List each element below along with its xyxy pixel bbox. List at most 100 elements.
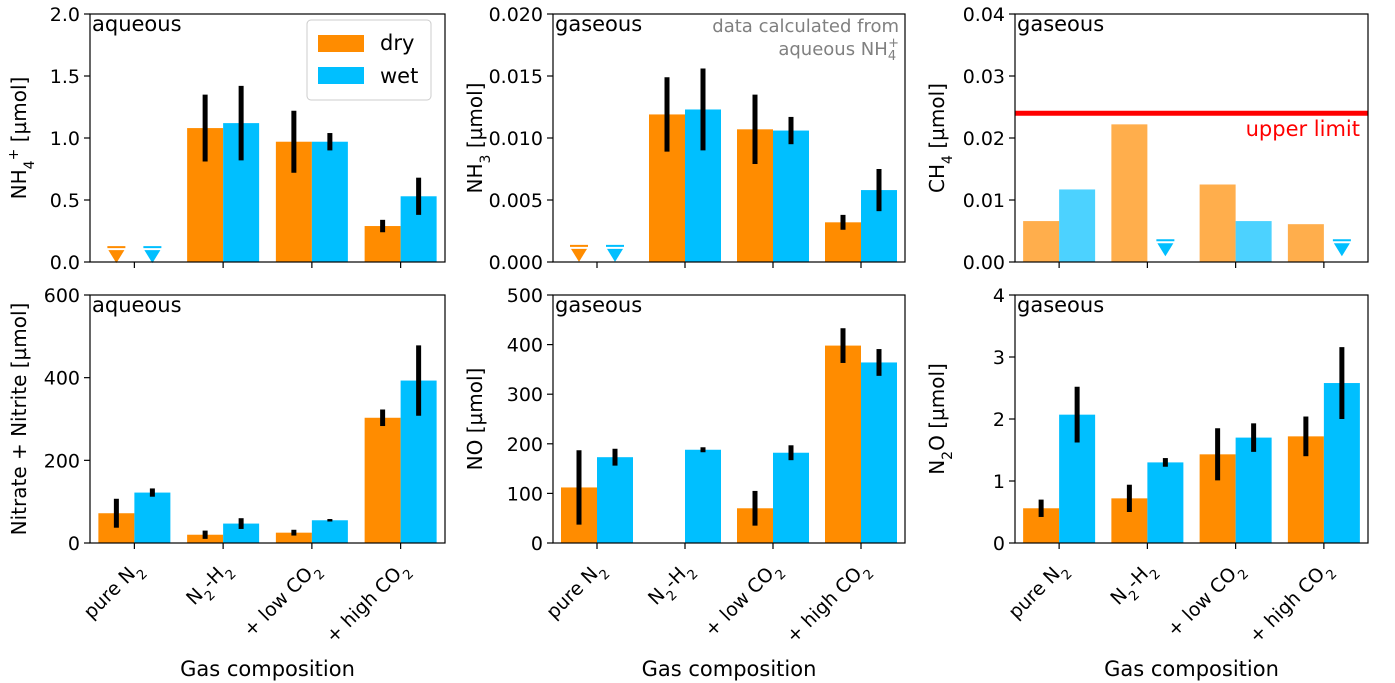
bar-nh4-wet-2 [311,141,348,262]
limit-marker-nh4-wet-0 [144,250,161,264]
ytick-label: 1.0 [50,128,80,150]
bar-ch4-dry-1 [1111,124,1148,262]
panel-no: 0 100 200 300 400 500 gaseous NO [µmol] pure N2 N… [463,285,906,681]
ylabel-no: NO [µmol] [463,368,487,471]
ytick-label: 0.015 [489,66,543,88]
legend-label-wet: wet [380,64,418,88]
limit-marker-nh4-dry-0 [108,250,125,264]
ytick-label: 1.5 [50,66,80,88]
ytick-label: 600 [44,285,80,307]
bar-no-wet-0 [597,457,633,543]
panel-tag-nh3: gaseous [555,12,642,36]
legend-swatch-dry [318,35,364,52]
bar-no-dry-3 [825,345,861,543]
ytick-label: 0.0 [50,252,80,274]
panel-ch4: upper limit 0.00 0.01 0.02 0.03 0.04 gaseous CH… [925,4,1369,274]
bar-ch4-wet-0 [1059,189,1096,262]
category-label-0: pure N2 [79,557,150,628]
panel-tag-ch4: gaseous [1017,12,1104,36]
bar-nitrate-dry-3 [364,417,401,543]
legend-label-dry: dry [380,31,414,55]
ytick-label: 200 [507,434,543,456]
category-label-0: pure N2 [542,557,613,628]
bar-n2o-wet-1 [1147,462,1184,543]
panel-nh4: 0.0 0.5 1.0 1.5 2.0 aqueous NH4+ [µmol] dry wet [6,4,446,274]
panel-nh3: 0.000 0.005 0.010 0.015 0.020 gaseous NH3 [µmo… [463,4,906,274]
ytick-label: 2.0 [50,4,80,26]
panel-tag-n2o: gaseous [1017,293,1104,317]
ytick-label: 2 [993,409,1005,431]
ytick-label: 0.03 [963,66,1005,88]
category-label-3: + high CO2 [782,557,877,652]
panel-tag-nitrate: aqueous [92,293,182,317]
note-line-1: data calculated from [712,16,899,37]
ytick-label: 100 [507,483,543,505]
panel-n2o: 0 1 2 3 4 gaseous N2O [µmol] pure N2 N2-H2 + low … [925,285,1369,681]
category-label-1: N2-H2 [182,557,239,614]
bar-no-wet-2 [773,452,809,543]
category-label-0: pure N2 [1004,557,1075,628]
bar-nitrate-dry-1 [187,534,224,543]
ytick-label: 0.010 [489,128,543,150]
category-label-3: + high CO2 [322,557,417,652]
xlabel-1: Gas composition [642,657,817,681]
panel-tag-nh4: aqueous [92,12,182,36]
ytick-label: 0.5 [50,190,80,212]
category-label-1: N2-H2 [644,557,701,614]
ytick-label: 0.00 [963,252,1005,274]
ytick-label: 0.02 [963,128,1005,150]
limit-marker-nh3-wet-0 [607,248,623,262]
category-label-3: + high CO2 [1245,557,1340,652]
ytick-label: 200 [44,450,80,472]
axes-frame-no [552,294,906,544]
ylabel-nh4: NH4+ [µmol] [6,77,38,200]
bar-ch4-wet-2 [1235,221,1272,262]
ylabel-nitrate: Nitrate + Nitrite [µmol] [7,303,31,536]
upper-limit-label: upper limit [1246,117,1360,141]
ytick-label: 0.005 [489,190,543,212]
bar-no-wet-3 [861,362,897,543]
note-line-2: aqueous NH4+ [778,36,899,64]
bar-ch4-dry-2 [1199,184,1236,262]
ytick-label: 0.000 [489,252,543,274]
bar-ch4-dry-0 [1023,221,1060,262]
bar-nitrate-wet-1 [223,523,260,543]
bar-n2o-wet-2 [1235,437,1272,543]
xlabel-0: Gas composition [180,657,355,681]
category-label-2: + low CO2 [700,557,789,646]
bar-nitrate-wet-0 [134,492,171,543]
ytick-label: 400 [507,335,543,357]
ytick-label: 0 [993,533,1005,555]
ytick-label: 4 [993,285,1005,307]
ylabel-ch4: CH4 [µmol] [925,83,956,193]
limit-marker-ch4-wet-1 [1157,243,1174,257]
bar-no-wet-1 [685,449,721,543]
panel-nitrate: 0 200 400 600 aqueous Nitrate + Nitrite [µmol… [7,285,446,681]
ytick-label: 0 [531,533,543,555]
category-label-1: N2-H2 [1106,557,1163,614]
ytick-label: 0.01 [963,190,1005,212]
ytick-label: 0.020 [489,4,543,26]
ylabel-n2o: N2O [µmol] [925,363,956,475]
ytick-label: 0.04 [963,4,1005,26]
panel-tag-no: gaseous [555,293,642,317]
axes-frame-nitrate [89,294,446,544]
bar-nitrate-wet-2 [311,520,348,543]
ylabel-nh3: NH3 [µmol] [463,83,494,194]
limit-marker-nh3-dry-0 [571,248,587,262]
legend-swatch-wet [318,67,364,84]
bar-ch4-dry-3 [1287,224,1324,262]
ytick-label: 400 [44,368,80,390]
ytick-label: 1 [993,471,1005,493]
ytick-label: 0 [68,533,80,555]
legend: dry wet [306,19,432,101]
category-label-2: + low CO2 [239,557,328,646]
category-label-2: + low CO2 [1163,557,1252,646]
ytick-label: 500 [507,285,543,307]
ytick-label: 300 [507,384,543,406]
ytick-label: 3 [993,347,1005,369]
xlabel-2: Gas composition [1104,657,1279,681]
bar-nh3-wet-2 [773,130,809,262]
bar-nitrate-dry-2 [275,532,312,543]
